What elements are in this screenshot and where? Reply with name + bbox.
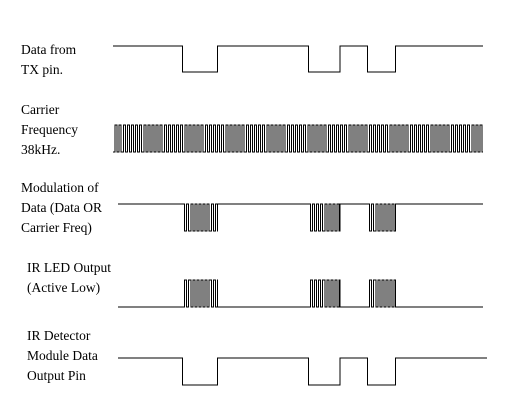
label-line: (Active Low): [27, 280, 101, 295]
label-line: Modulation of: [21, 180, 99, 195]
label-line: TX pin.: [21, 62, 63, 77]
label-carrier: Carrier Frequency 38kHz.: [21, 100, 78, 160]
waveform-carrier: [113, 124, 483, 153]
waveform-modulation: [118, 203, 483, 232]
waveform-tx-data: [113, 45, 483, 73]
label-line: Carrier Freq): [21, 220, 92, 235]
label-line: 38kHz.: [21, 142, 61, 157]
label-ir-detector: IR Detector Module Data Output Pin: [27, 326, 98, 386]
label-line: Carrier: [21, 102, 60, 117]
label-ir-led: IR LED Output (Active Low): [27, 258, 111, 298]
label-line: Frequency: [21, 122, 78, 137]
label-tx-data: Data from TX pin.: [21, 40, 76, 80]
label-line: Data from: [21, 42, 77, 57]
label-line: IR LED Output: [27, 260, 111, 275]
waveform-ir-detector: [118, 357, 487, 386]
label-line: Output Pin: [27, 368, 86, 383]
label-line: Module Data: [27, 348, 98, 363]
label-line: Data (Data OR: [21, 200, 102, 215]
label-line: IR Detector: [27, 328, 91, 343]
waveform-ir-led: [118, 279, 483, 308]
label-modulation: Modulation of Data (Data OR Carrier Freq…: [21, 178, 102, 238]
